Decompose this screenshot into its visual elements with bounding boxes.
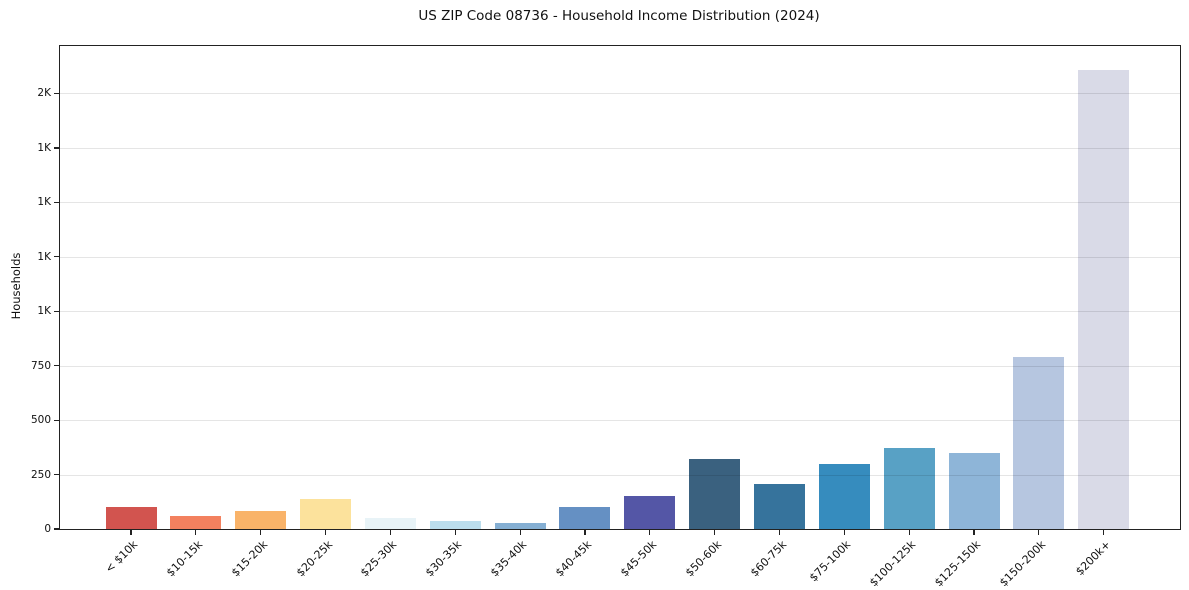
x-tick-mark (1103, 529, 1105, 535)
y-tick-mark (54, 256, 60, 258)
x-tick-label: $100-125k (867, 538, 919, 590)
x-tick-label: $150-200k (996, 538, 1049, 590)
x-tick-mark (454, 529, 456, 535)
x-tick-mark (843, 529, 845, 535)
gridline (60, 474, 1180, 476)
y-tick-mark (54, 201, 60, 203)
x-tick-mark (908, 529, 910, 535)
y-tick-label: 1K (37, 305, 51, 318)
y-tick-label: 500 (30, 414, 51, 427)
y-tick-mark (54, 528, 60, 530)
x-tick-mark (584, 529, 586, 535)
y-tick-mark (54, 419, 60, 421)
bar (818, 463, 870, 529)
bar (883, 448, 935, 529)
y-tick-label: 1K (37, 196, 51, 209)
x-tick-label: $50-60k (682, 538, 724, 580)
y-tick-mark (54, 147, 60, 149)
y-tick-mark (54, 310, 60, 312)
bar (364, 518, 416, 529)
bar (494, 522, 546, 529)
bar (170, 515, 222, 529)
x-tick-label: $20-25k (293, 538, 335, 580)
x-tick-label: $15-20k (228, 538, 270, 580)
gridline (60, 420, 1180, 422)
x-tick-label: $60-75k (747, 538, 789, 580)
x-tick-label: $35-40k (488, 538, 530, 580)
y-tick-label: 1K (37, 141, 51, 154)
x-tick-label: $200k+ (1072, 538, 1113, 579)
x-tick-label: $30-35k (423, 538, 465, 580)
bar (689, 459, 741, 529)
x-tick-mark (130, 529, 132, 535)
gridline (60, 147, 1180, 149)
gridline (60, 202, 1180, 204)
plot-area: 0 250 500 750 1K 1K 1K 1K 2K < $10k $10-15k $15-20k… (31, 45, 1181, 589)
x-tick-mark (1038, 529, 1040, 535)
y-tick-label: 1K (37, 250, 51, 263)
bar (624, 496, 676, 529)
x-tick-mark (714, 529, 716, 535)
x-tick-label: $45-50k (617, 538, 659, 580)
bar (1013, 356, 1065, 529)
x-tick-label: $125-150k (932, 538, 984, 590)
x-tick-mark (389, 529, 391, 535)
x-tick-mark (778, 529, 781, 535)
x-tick-mark (519, 529, 521, 535)
bar (300, 498, 352, 529)
y-tick-mark (54, 92, 60, 95)
x-tick-label: $40-45k (552, 538, 595, 580)
gridline (60, 256, 1180, 258)
x-tick-label: $10-15k (163, 538, 206, 580)
gridline (60, 365, 1180, 367)
x-tick-mark (260, 529, 262, 535)
bar (754, 484, 805, 529)
x-tick-mark (324, 529, 327, 535)
y-tick-label: 250 (30, 468, 51, 481)
bar (1078, 69, 1130, 529)
x-tick-label: $75-100k (807, 538, 854, 585)
bar (105, 507, 157, 529)
bar (429, 520, 481, 529)
bar (235, 510, 287, 529)
y-tick-mark (54, 473, 60, 476)
x-tick-label: < $10k (102, 538, 141, 576)
y-tick-label: 0 (44, 523, 51, 535)
chart-title: US ZIP Code 08736 - Household Income Dis… (418, 8, 820, 24)
y-axis-label: Households (9, 252, 23, 320)
y-tick-label: 2K (37, 87, 51, 100)
y-tick-label: 750 (30, 359, 51, 372)
x-tick-mark (649, 529, 651, 535)
bar (948, 452, 1000, 529)
gridline (60, 311, 1180, 313)
bar (559, 507, 611, 529)
x-tick-mark (195, 529, 197, 535)
x-tick-label: $25-30k (358, 538, 400, 580)
gridline (60, 93, 1180, 95)
x-tick-mark (973, 529, 975, 535)
y-tick-mark (54, 365, 60, 367)
